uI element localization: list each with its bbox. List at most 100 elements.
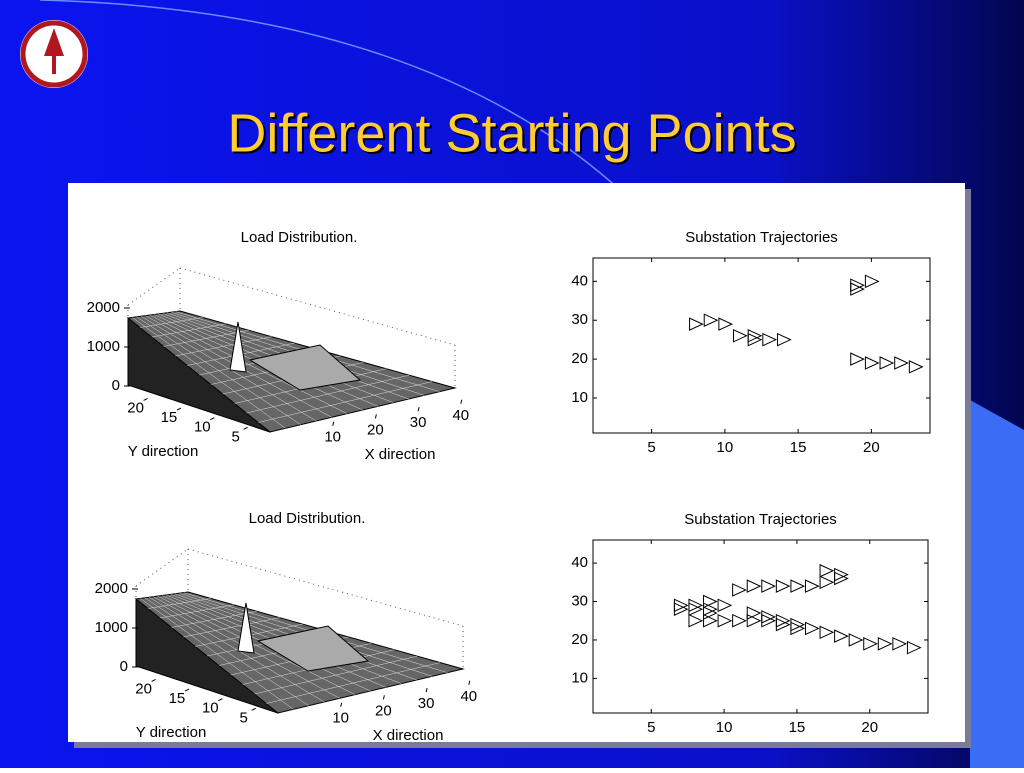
corner-shape (970, 400, 1024, 768)
x-tick (460, 399, 463, 404)
point (819, 563, 835, 578)
ridge (248, 344, 362, 391)
x-tick (468, 680, 471, 685)
y-tick-label: 30 (571, 592, 588, 609)
mesh (246, 374, 410, 414)
x-tick-label: 20 (375, 702, 392, 719)
y-tick-label: 10 (202, 700, 219, 717)
point (864, 356, 880, 370)
y-tick (184, 688, 190, 692)
x-tick-label: 20 (861, 719, 878, 736)
chart-title: Substation Trajectories (684, 511, 837, 528)
x-tick (417, 406, 420, 412)
peak (237, 602, 255, 654)
point (906, 640, 922, 655)
point (804, 579, 820, 593)
y-tick-label: 5 (239, 709, 247, 726)
chart-title: Substation Trajectories (685, 229, 838, 246)
z-tick-label: 0 (112, 377, 120, 394)
y-tick (218, 698, 223, 702)
x-tick-label: 5 (647, 439, 655, 456)
y-tick (243, 426, 248, 430)
mesh (254, 655, 418, 695)
point (746, 613, 762, 628)
y-tick (143, 397, 148, 401)
y-tick-label: 10 (571, 669, 588, 686)
x-tick (382, 695, 385, 700)
x-tick-label: 30 (410, 414, 427, 431)
ridge (256, 625, 370, 672)
point (688, 598, 704, 613)
box-edge (135, 548, 189, 587)
chart-title: Load Distribution. (249, 510, 366, 527)
point (877, 637, 893, 651)
point (703, 606, 718, 620)
point (894, 356, 909, 370)
point (733, 328, 748, 343)
point (717, 598, 733, 613)
y-tick-label: 5 (231, 428, 239, 445)
plot-frame (592, 539, 929, 714)
y-tick-label: 40 (571, 554, 588, 571)
y-axis-label: Y direction (128, 443, 199, 460)
y-tick (176, 407, 182, 411)
point (879, 356, 895, 370)
point (688, 613, 704, 628)
y-tick (210, 417, 215, 421)
point (718, 317, 734, 331)
x-tick-label: 10 (332, 710, 349, 727)
x-tick (425, 687, 428, 693)
point (673, 598, 689, 613)
point (747, 332, 763, 347)
point (848, 633, 864, 647)
point (761, 579, 776, 593)
mesh (266, 662, 441, 704)
point (850, 352, 865, 366)
point (762, 332, 778, 347)
y-tick-label: 15 (161, 409, 178, 426)
x-tick-label: 40 (452, 407, 469, 424)
surface-plot: Load Distribution. 0 1000 2000 10 20 30 40 5 10 15… (87, 229, 470, 463)
point (892, 637, 908, 651)
y-tick-label: 20 (127, 399, 144, 416)
point (790, 579, 806, 593)
x-tick-label: 30 (418, 695, 435, 712)
point (804, 621, 820, 636)
y-tick-label: 15 (169, 690, 186, 707)
y-tick-label: 20 (571, 350, 588, 367)
y-axis-label: Y direction (136, 724, 207, 741)
point (717, 613, 733, 628)
point (746, 579, 762, 593)
point (775, 579, 791, 593)
x-axis-label: X direction (373, 727, 444, 744)
point (819, 575, 835, 590)
point (703, 613, 718, 628)
z-tick-label: 2000 (87, 299, 120, 316)
peak (229, 321, 247, 373)
z-tick-label: 1000 (87, 338, 120, 355)
y-tick-label: 40 (571, 272, 588, 289)
point (850, 278, 865, 293)
point (864, 274, 880, 289)
y-tick (251, 707, 256, 711)
point (834, 629, 849, 643)
y-tick-label: 20 (135, 680, 152, 697)
box-edge (127, 267, 181, 306)
point (819, 625, 835, 640)
z-tick-label: 2000 (95, 580, 128, 597)
z-tick-label: 0 (120, 658, 128, 675)
x-tick-label: 15 (789, 719, 806, 736)
plot-frame (592, 257, 931, 434)
y-tick-label: 30 (571, 311, 588, 328)
y-tick-label: 10 (571, 389, 588, 406)
x-tick-label: 10 (717, 439, 734, 456)
x-axis-label: X direction (365, 446, 436, 463)
point (834, 567, 849, 582)
chart-title: Load Distribution. (241, 229, 358, 246)
point (689, 317, 704, 331)
point (703, 594, 718, 609)
x-tick-label: 20 (863, 439, 880, 456)
point (908, 360, 924, 374)
point (732, 613, 747, 628)
point (775, 613, 791, 628)
